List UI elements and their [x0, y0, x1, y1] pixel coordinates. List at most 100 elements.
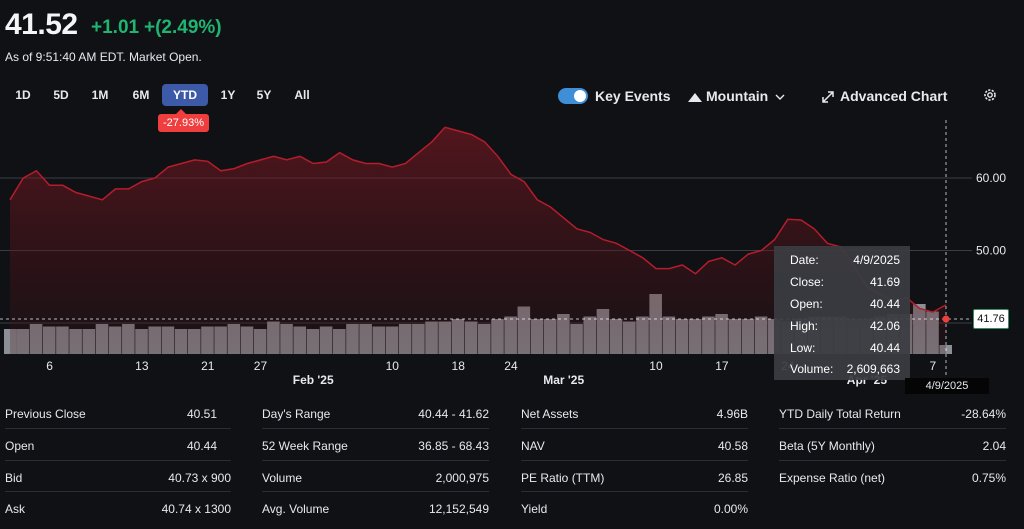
tooltip-low-label: Low:	[790, 341, 816, 355]
tooltip-low-row: Low: 40.44	[790, 341, 900, 355]
chart-type-dropdown[interactable]: Mountain	[688, 88, 786, 104]
stat-label: Avg. Volume	[262, 502, 330, 516]
stat-volume: Volume 2,000,975	[262, 471, 489, 491]
as-of-timestamp: As of 9:51:40 AM EDT. Market Open.	[5, 50, 202, 64]
divider	[262, 491, 489, 492]
stat-beta: Beta (5Y Monthly) 2.04	[779, 439, 1006, 459]
stat-pe-ratio: PE Ratio (TTM) 26.85	[521, 471, 748, 491]
stat-ask: Ask 40.74 x 1300	[5, 502, 231, 522]
range-1d-button[interactable]: 1D	[15, 88, 31, 102]
divider	[262, 428, 489, 429]
stat-label: Expense Ratio (net)	[779, 471, 886, 485]
divider	[5, 428, 231, 429]
stat-value: 40.74 x 1300	[161, 502, 231, 516]
price-change: +1.01	[91, 17, 140, 38]
stat-value: 40.44	[186, 439, 217, 453]
stat-value: 40.58	[717, 439, 748, 453]
range-1m-button[interactable]: 1M	[91, 88, 109, 102]
tooltip-volume: 2,609,663	[846, 362, 900, 376]
stat-label: YTD Daily Total Return	[779, 407, 901, 421]
stat-label: Volume	[262, 471, 303, 485]
mountain-icon	[688, 93, 702, 103]
tooltip-open: 40.44	[869, 297, 900, 311]
stat-value: 0.75%	[971, 471, 1006, 485]
price-area	[10, 127, 946, 354]
divider	[5, 460, 231, 461]
tooltip-date: 4/9/2025	[853, 253, 900, 267]
tooltip-date-label: Date:	[790, 253, 819, 267]
price-line	[9, 126, 947, 313]
tooltip-open-row: Open: 40.44	[790, 297, 900, 311]
chart-type-label: Mountain	[706, 88, 769, 104]
expand-icon	[822, 91, 834, 104]
range-5y-button[interactable]: 5Y	[256, 88, 272, 102]
stat-value: 2.04	[982, 439, 1006, 453]
chart-tooltip: Date: 4/9/2025 Close: 41.69 Open: 40.44 Hig…	[774, 246, 910, 380]
x-tick-label: 24	[504, 359, 518, 373]
range-5d-button[interactable]: 5D	[53, 88, 69, 102]
stat-previous-close: Previous Close 40.51	[5, 407, 217, 427]
tooltip-volume-row: Volume: 2,609,663	[790, 362, 900, 376]
stat-days-range: Day's Range 40.44 - 41.62	[262, 407, 489, 427]
stat-label: Previous Close	[5, 407, 86, 421]
range-all-button[interactable]: All	[294, 88, 310, 102]
stat-value: 4.96B	[716, 407, 748, 421]
x-tick-label: 18	[452, 359, 466, 373]
range-1y-button[interactable]: 1Y	[220, 88, 236, 102]
stat-ytd-return: YTD Daily Total Return -28.64%	[779, 407, 1006, 427]
y-tick-label: 60.00	[976, 171, 1006, 185]
stat-value: 2,000,975	[435, 471, 489, 485]
stat-bid: Bid 40.73 x 900	[5, 471, 231, 491]
chevron-down-icon	[775, 94, 785, 101]
key-events-label[interactable]: Key Events	[595, 88, 671, 104]
stat-value: 40.73 x 900	[168, 471, 231, 485]
stat-value: 40.44 - 41.62	[418, 407, 489, 421]
divider	[521, 491, 748, 492]
stat-label: NAV	[521, 439, 545, 453]
price-change-percent: +(2.49%)	[144, 17, 222, 38]
tooltip-high-label: High:	[790, 319, 819, 333]
x-tick-label: 13	[135, 359, 149, 373]
toggle-knob	[574, 90, 586, 102]
advanced-chart-label: Advanced Chart	[840, 88, 948, 104]
advanced-chart-button[interactable]: Advanced Chart	[822, 88, 947, 104]
tooltip-close: 41.69	[869, 275, 900, 289]
range-ytd-button[interactable]: YTD	[162, 84, 208, 106]
tooltip-close-label: Close:	[790, 275, 825, 289]
x-tick-label: 10	[649, 359, 663, 373]
month-label: Mar '25	[543, 373, 584, 387]
stat-label: Beta (5Y Monthly)	[779, 439, 875, 453]
stat-expense-ratio: Expense Ratio (net) 0.75%	[779, 471, 1006, 491]
divider	[521, 460, 748, 461]
stat-value: 36.85 - 68.43	[418, 439, 489, 453]
divider	[521, 428, 748, 429]
stat-open: Open 40.44	[5, 439, 217, 459]
crosshair-price-tag: 41.76	[973, 309, 1009, 329]
divider	[5, 491, 231, 492]
x-tick-label: 10	[386, 359, 400, 373]
range-6m-button[interactable]: 6M	[132, 88, 150, 102]
tooltip-high: 42.06	[869, 319, 900, 333]
stat-value: 0.00%	[713, 502, 748, 516]
current-price: 41.52	[5, 8, 78, 41]
stat-value: -28.64%	[961, 407, 1006, 421]
key-events-toggle[interactable]	[558, 88, 588, 104]
x-tick-label: 17	[715, 359, 729, 373]
tooltip-open-label: Open:	[790, 297, 823, 311]
stat-nav: NAV 40.58	[521, 439, 748, 459]
stat-label: 52 Week Range	[262, 439, 348, 453]
settings-gear-icon[interactable]	[982, 87, 998, 103]
stat-label: PE Ratio (TTM)	[521, 471, 605, 485]
stat-value: 12,152,549	[428, 502, 489, 516]
tooltip-close-row: Close: 41.69	[790, 275, 900, 289]
tooltip-low: 40.44	[869, 341, 900, 355]
tooltip-volume-label: Volume:	[790, 362, 834, 376]
stat-label: Net Assets	[521, 407, 579, 421]
tooltip-date-row: Date: 4/9/2025	[790, 253, 900, 267]
month-label: Feb '25	[293, 373, 334, 387]
stat-label: Day's Range	[262, 407, 331, 421]
tooltip-high-row: High: 42.06	[790, 319, 900, 333]
divider	[779, 460, 1006, 461]
stat-yield: Yield 0.00%	[521, 502, 748, 522]
divider	[779, 428, 1006, 429]
